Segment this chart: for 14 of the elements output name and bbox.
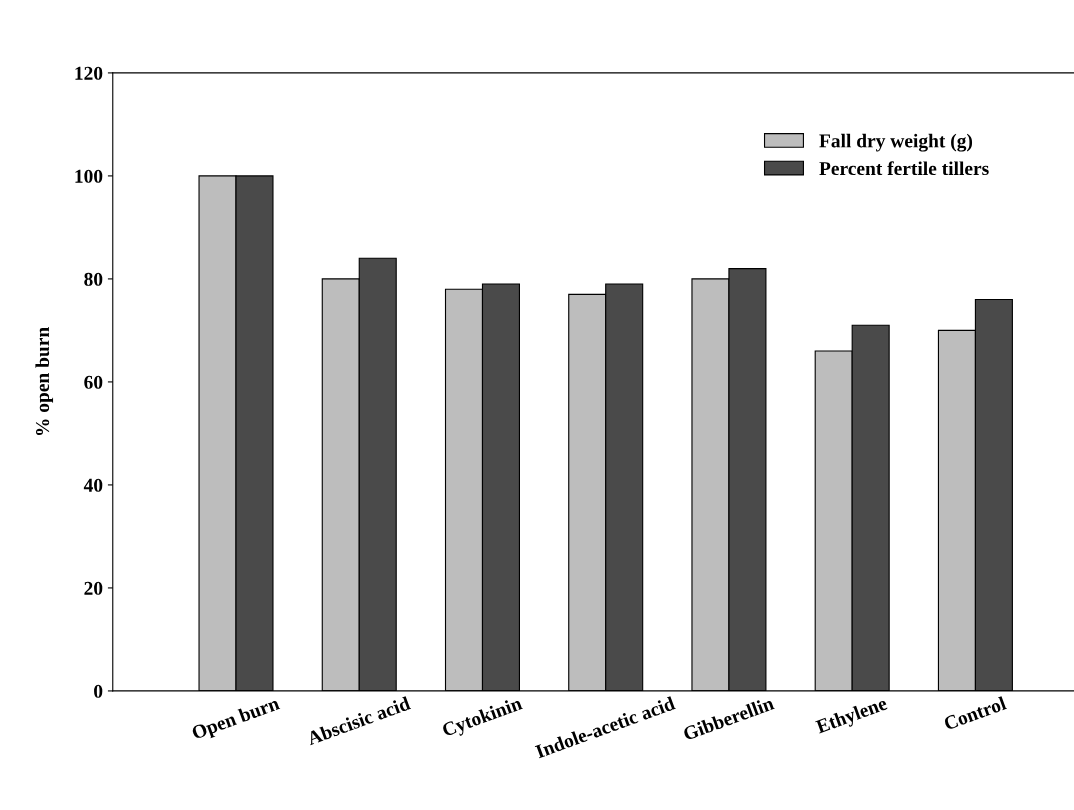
x-tick-label: Control xyxy=(943,695,1008,731)
y-tick-label: 0 xyxy=(94,684,103,698)
y-axis-title: % open burn xyxy=(35,327,54,436)
y-tick-label: 40 xyxy=(83,478,103,492)
x-tick-label: Open burn xyxy=(190,695,282,744)
y-tick-label: 100 xyxy=(75,169,103,183)
x-tick-label: Ethylene xyxy=(814,695,890,738)
y-tick-label: 120 xyxy=(75,66,103,80)
legend-label: Percent fertile tillers xyxy=(819,161,989,176)
y-tick-label: 60 xyxy=(84,375,103,389)
x-tick-label: Abscisic acid xyxy=(305,695,412,746)
legend-label: Fall dry weight (g) xyxy=(819,133,973,152)
y-tick-label: 20 xyxy=(84,581,103,595)
y-tick-label: 80 xyxy=(84,272,103,286)
